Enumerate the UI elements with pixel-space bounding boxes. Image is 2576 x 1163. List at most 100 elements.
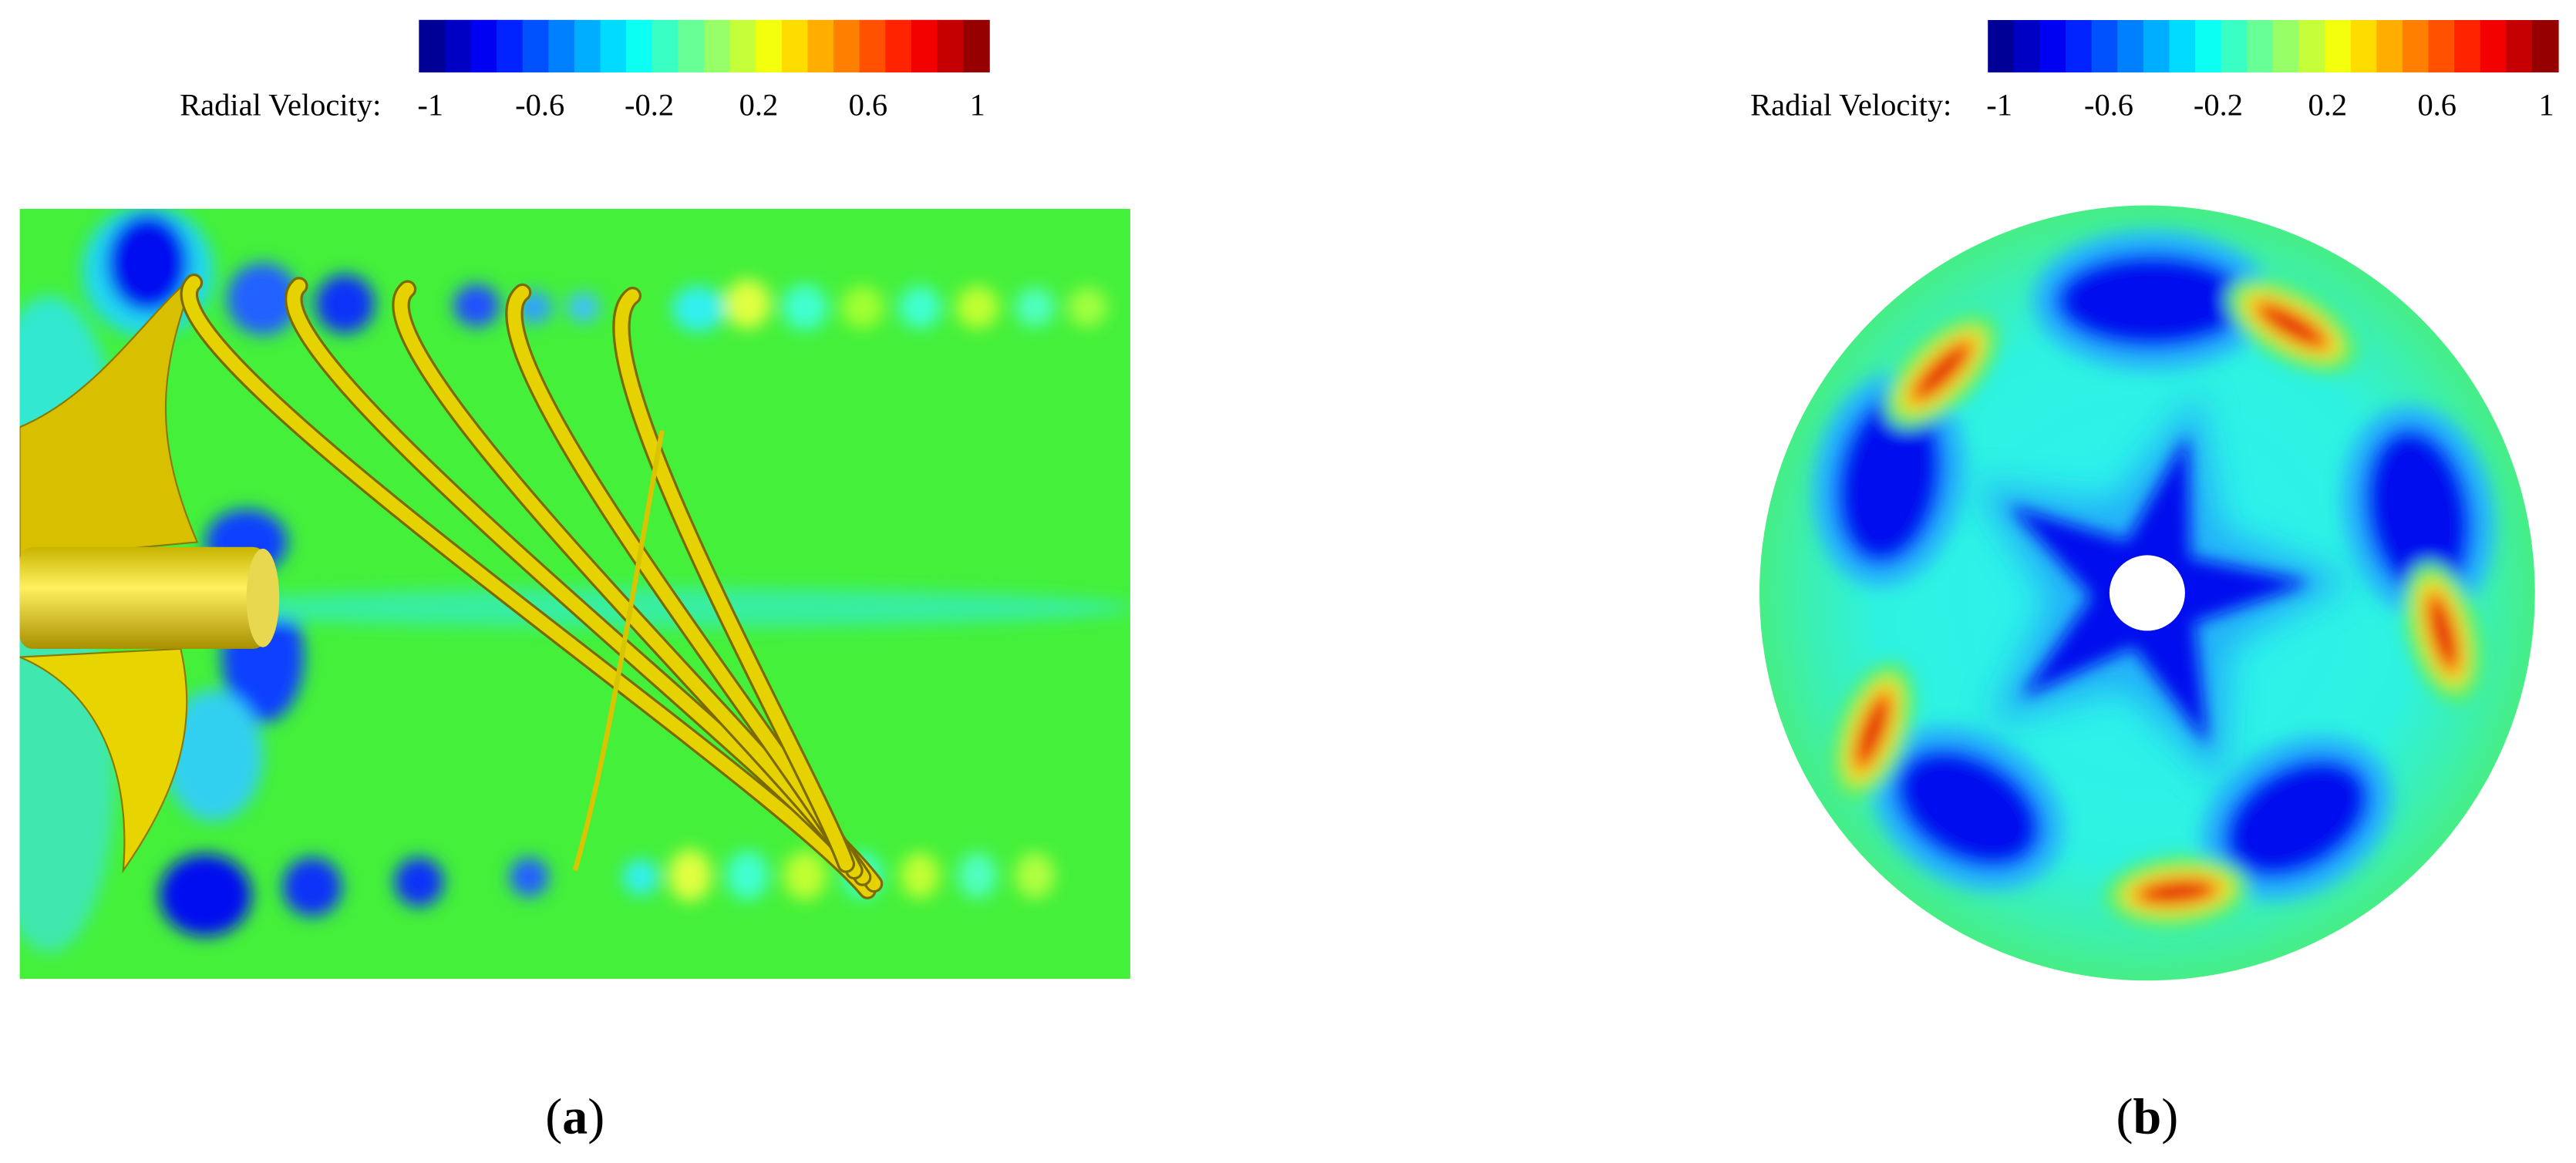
colorbar-step [2350, 19, 2378, 72]
blob [509, 857, 549, 897]
colorbar-step [2480, 19, 2507, 72]
caption: (b) [2116, 1088, 2179, 1145]
colorbar-step [2454, 19, 2481, 72]
blob [958, 852, 998, 899]
blob [726, 850, 769, 900]
blob [2263, 307, 2321, 344]
colorbar-step [2506, 19, 2534, 72]
colorbar-tick-label: -1 [1986, 87, 2012, 122]
blob [2143, 882, 2210, 901]
hub-hole [2109, 555, 2185, 631]
blob [672, 285, 725, 332]
blob [2371, 434, 2466, 591]
caption-part: ( [545, 1088, 562, 1145]
blob [900, 852, 940, 899]
colorbar-step [600, 19, 628, 72]
colorbar-step [652, 19, 679, 72]
panel-a: Radial Velocity: (a) -1 -0.6 -0.2 0.2 0.6 1 [19, 19, 1130, 1145]
blob [2230, 764, 2364, 872]
caption-part: ( [2116, 1088, 2133, 1145]
colorbar-step [2091, 19, 2119, 72]
blob [567, 292, 600, 322]
colorbar-tick-label: 1 [970, 87, 985, 122]
colorbar-step [729, 19, 757, 72]
colorbar-label: Radial Velocity: [180, 87, 381, 122]
blob [782, 284, 828, 331]
blob [1015, 287, 1055, 328]
blob [668, 849, 712, 902]
colorbar-tick-label: 0.2 [2308, 87, 2348, 122]
contour-disc [1759, 205, 2535, 981]
colorbar-step [522, 19, 550, 72]
blob [282, 857, 342, 917]
blob [898, 285, 941, 329]
colorbar-label: Radial Velocity: [1750, 87, 1951, 122]
hub-cap [246, 548, 280, 647]
colorbar-tick-label: 1 [2539, 87, 2554, 122]
colorbar-step [2247, 19, 2274, 72]
colorbar-step [2195, 19, 2222, 72]
hub [19, 546, 267, 649]
colorbar-step [548, 19, 576, 72]
colorbar-step [807, 19, 835, 72]
blob [2062, 259, 2243, 342]
colorbar-step [2428, 19, 2456, 72]
blob [453, 284, 500, 328]
colorbar-tick-label: 0.2 [739, 87, 779, 122]
blob [783, 850, 827, 900]
colorbar-step [704, 19, 731, 72]
blob [394, 857, 444, 907]
colorbar-step [963, 19, 990, 72]
colorbar-step [2325, 19, 2352, 72]
colorbar-step [2402, 19, 2430, 72]
colorbar-step [885, 19, 912, 72]
colorbar-step [2039, 19, 2067, 72]
tip-vortex [572, 429, 665, 872]
blob [1918, 347, 1966, 395]
colorbar-tick-label: -1 [417, 87, 443, 122]
colorbar-tick-label: 0.6 [2417, 87, 2456, 122]
colorbar-step [2531, 19, 2559, 72]
blade [19, 647, 188, 874]
colorbar-step [756, 19, 783, 72]
colorbar-step [470, 19, 498, 72]
caption-letter: a [562, 1088, 588, 1145]
colorbar-step [833, 19, 860, 72]
colorbar-step [2066, 19, 2093, 72]
colorbar-step [2221, 19, 2248, 72]
colorbar-tick-label: -0.2 [2194, 87, 2243, 122]
blob [164, 690, 263, 822]
panel-b: Radial Velocity: (b) -1 -0.6 -0.2 0.2 0.6 1 [1750, 19, 2559, 1145]
blob [227, 263, 299, 335]
colorbar-tick-label: -0.6 [2084, 87, 2133, 122]
blob [106, 213, 190, 313]
colorbar-step [2143, 19, 2170, 72]
blob [840, 285, 884, 329]
blob [180, 588, 1130, 628]
colorbar-step [2169, 19, 2197, 72]
tip-vortex [182, 276, 874, 897]
blob [622, 859, 659, 896]
blob [1901, 754, 2036, 862]
colorbar-tick-label: -0.2 [625, 87, 674, 122]
colorbar-step [859, 19, 887, 72]
colorbar-step [1988, 19, 2015, 72]
colorbar-step [497, 19, 524, 72]
blob [315, 274, 375, 334]
caption-part: ) [588, 1088, 604, 1145]
colorbar-tick-label: -0.6 [515, 87, 564, 122]
caption-letter: b [2133, 1088, 2162, 1145]
colorbar-step [781, 19, 809, 72]
colorbar-step [626, 19, 653, 72]
blob [956, 285, 999, 329]
contour-blobs [1812, 230, 2496, 929]
blob [1015, 852, 1055, 899]
colorbar-step [2013, 19, 2041, 72]
colorbar-step [2117, 19, 2144, 72]
blob [1067, 287, 1108, 328]
contour-plot [19, 208, 1130, 980]
colorbar-step [2272, 19, 2300, 72]
blob [2431, 600, 2455, 664]
blob [1841, 402, 1937, 558]
